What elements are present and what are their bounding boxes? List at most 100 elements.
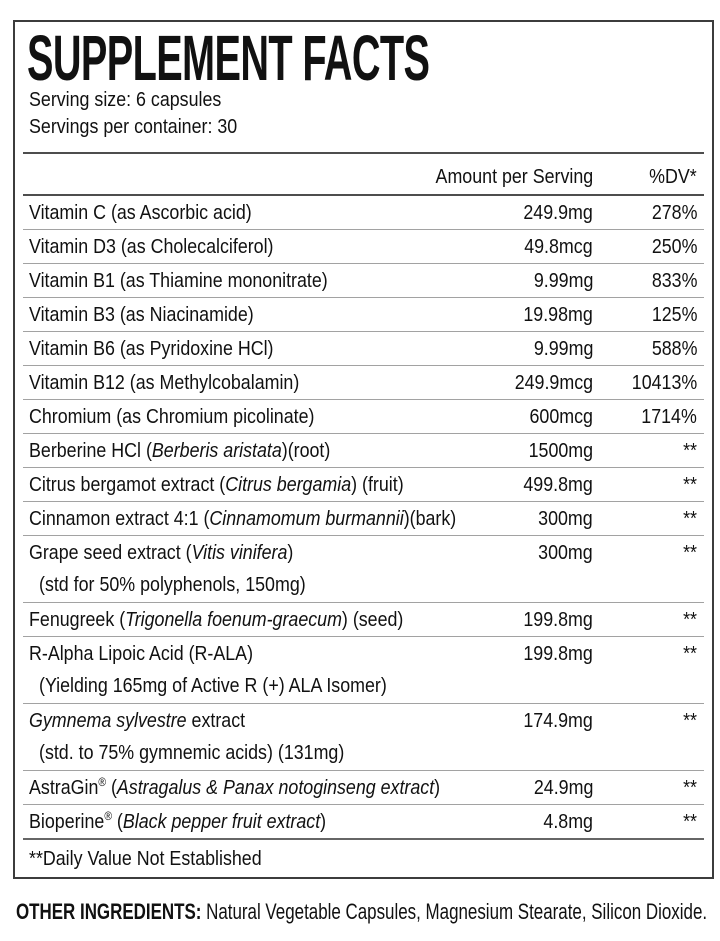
amount-value: 4.8mg [536,805,593,838]
subline-text: (std for 50% polyphenols, 150mg) [39,573,306,596]
amount-value: 199.8mg [513,637,593,670]
dv-text: 10413% [631,371,697,394]
amount-value: 499.8mg [513,468,593,501]
ingredient-name: Vitamin B1 (as Thiamine mononitrate) [29,264,328,297]
column-header-dv: %DV* [649,165,697,188]
column-header-amount: Amount per Serving [435,165,593,188]
dv-value: ** [681,468,697,501]
amount-value: 9.99mg [525,264,593,297]
amount-text: 249.9mg [523,201,593,224]
amount-text: 499.8mg [523,473,593,496]
ingredient-text: Vitamin C (as Ascorbic acid) [29,201,252,224]
ingredient-name-line: Vitamin D3 (as Cholecalciferol) [29,230,704,263]
dv-value: ** [681,536,697,569]
dv-text: ** [683,776,697,799]
ingredient-name: Vitamin B12 (as Methylcobalamin) [29,366,299,399]
amount-text: 199.8mg [523,608,593,631]
ingredient-name-line: AstraGin® (Astragalus & Panax notoginsen… [29,771,704,804]
ingredient-name-line: Gymnema sylvestre extract [29,704,704,737]
ingredient-name-line: Cinnamon extract 4:1 (Cinnamomum burmann… [29,502,704,535]
ingredient-name: Vitamin D3 (as Cholecalciferol) [29,230,274,263]
subline-text: (Yielding 165mg of Active R (+) ALA Isom… [39,674,387,697]
amount-text: 9.99mg [533,337,593,360]
table-header-row: Amount per Serving %DV* [23,152,704,196]
panel-title: SUPPLEMENT FACTS [27,26,704,90]
ingredient-text: Cinnamon extract 4:1 ( [29,507,210,530]
ingredient-text: Chromium (as Chromium picolinate) [29,405,315,428]
dv-value: ** [681,603,697,636]
latin-name: Trigonella foenum-graecum [125,608,342,631]
amount-text: 249.9mcg [514,371,593,394]
dv-text: 588% [651,337,697,360]
ingredient-text: ( [111,810,123,833]
amount-value: 49.8mcg [514,230,593,263]
ingredient-text: ) [287,541,294,564]
ingredient-row: Citrus bergamot extract (Citrus bergamia… [23,468,704,502]
ingredient-text: Vitamin B6 (as Pyridoxine HCl) [29,337,274,360]
ingredient-text: )(root) [281,439,331,462]
ingredient-name-line: Citrus bergamot extract (Citrus bergamia… [29,468,704,501]
ingredient-row: Vitamin B3 (as Niacinamide) 19.98mg 125% [23,298,704,332]
ingredient-name-line: Vitamin B12 (as Methylcobalamin) [29,366,704,399]
amount-text: 24.9mg [533,776,593,799]
dv-text: 250% [651,235,697,258]
servings-per-container-text: Servings per container: 30 [29,115,238,138]
amount-value: 300mg [530,536,593,569]
ingredient-text: ) [434,776,441,799]
ingredient-name-line: Vitamin C (as Ascorbic acid) [29,196,704,229]
dv-value: ** [681,637,697,670]
dv-value: ** [681,771,697,804]
latin-name: Berberis aristata [151,439,282,462]
servings-per-container-line: Servings per container: 30 [29,113,704,140]
ingredient-row: Vitamin B1 (as Thiamine mononitrate) 9.99… [23,264,704,298]
ingredient-name: Fenugreek (Trigonella foenum-graecum) (s… [29,603,403,636]
amount-value: 300mg [530,502,593,535]
other-ingredients-label: OTHER INGREDIENTS: [16,899,202,924]
ingredient-text: )(bark) [403,507,457,530]
other-ingredients-text: OTHER INGREDIENTS: Natural Vegetable Cap… [16,898,707,926]
ingredient-row: Chromium (as Chromium picolinate) 600mcg 1… [23,400,704,434]
dv-value: 10413% [622,366,697,399]
dv-value: 125% [645,298,697,331]
dv-value: 250% [645,230,697,263]
ingredient-name: Vitamin B3 (as Niacinamide) [29,298,254,331]
serving-size-text: Serving size: 6 capsules [29,88,222,111]
latin-name: Astragalus & Panax notoginseng extract [116,776,435,799]
ingredient-table: Vitamin C (as Ascorbic acid) 249.9mg 278% V… [23,196,704,838]
ingredient-text: Fenugreek ( [29,608,126,631]
ingredient-text: Grape seed extract ( [29,541,192,564]
amount-value: 9.99mg [525,332,593,365]
dv-text: ** [683,608,697,631]
ingredient-name-line: Fenugreek (Trigonella foenum-graecum) (s… [29,603,704,636]
dv-footnote-text: **Daily Value Not Established [29,847,262,870]
other-ingredients-value: Natural Vegetable Capsules, Magnesium St… [201,899,708,924]
dv-text: ** [683,473,697,496]
amount-value: 19.98mg [513,298,593,331]
amount-text: 19.98mg [523,303,593,326]
ingredient-name-line: Berberine HCl (Berberis aristata)(root) [29,434,704,467]
amount-text: 174.9mg [523,709,593,732]
amount-value: 600mcg [520,400,593,433]
dv-value: 588% [645,332,697,365]
ingredient-row: Vitamin C (as Ascorbic acid) 249.9mg 278% [23,196,704,230]
ingredient-text: ) [320,810,327,833]
ingredient-name: Chromium (as Chromium picolinate) [29,400,314,433]
latin-name: Gymnema sylvestre [29,709,187,732]
other-ingredients-line: OTHER INGREDIENTS: Natural Vegetable Cap… [16,898,720,926]
amount-text: 1500mg [528,439,593,462]
amount-text: 300mg [538,541,593,564]
amount-text: 600mcg [529,405,593,428]
dv-value: 1714% [633,400,697,433]
dv-text: ** [683,541,697,564]
ingredient-name-line: Vitamin B1 (as Thiamine mononitrate) [29,264,704,297]
ingredient-row: R-Alpha Lipoic Acid (R-ALA) (Yielding 165… [23,637,704,704]
ingredient-text: Citrus bergamot extract ( [29,473,226,496]
ingredient-text: AstraGin [29,776,99,799]
ingredient-row: Vitamin B12 (as Methylcobalamin) 249.9mcg… [23,366,704,400]
ingredient-name: Vitamin B6 (as Pyridoxine HCl) [29,332,273,365]
ingredient-text: Vitamin B12 (as Methylcobalamin) [29,371,300,394]
amount-text: 300mg [538,507,593,530]
dv-footnote-row: **Daily Value Not Established [23,838,704,878]
ingredient-subline: (std. to 75% gymnemic acids) (131mg) [29,737,704,770]
